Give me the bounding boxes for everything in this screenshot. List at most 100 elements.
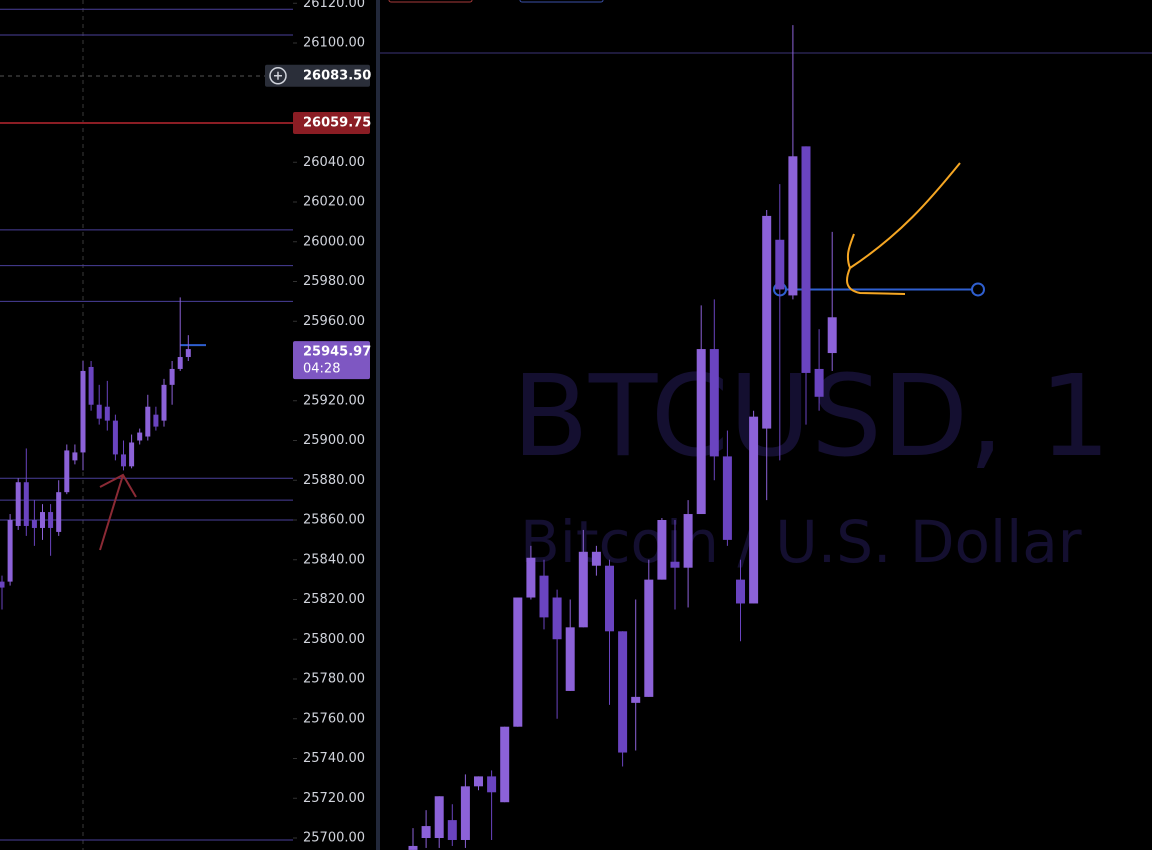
- candle-body: [487, 776, 497, 793]
- candle-body: [460, 786, 470, 840]
- candle-body: [775, 239, 785, 290]
- tick-label: 25860.00: [303, 513, 365, 528]
- candle-body: [447, 820, 457, 840]
- tick-label: 25960.00: [303, 314, 365, 329]
- candle-body: [96, 404, 102, 419]
- candle-body: [88, 366, 94, 405]
- tick-label: 25880.00: [303, 473, 365, 488]
- levels: [0, 8, 1152, 841]
- level-handle: [971, 282, 985, 297]
- tick-label: 25700.00: [303, 831, 365, 846]
- candle-body: [513, 597, 523, 727]
- tick-label: 26020.00: [303, 195, 365, 210]
- candle-body: [657, 520, 667, 580]
- candle-body: [722, 456, 732, 540]
- candle-body: [15, 482, 21, 526]
- candle-body: [644, 579, 654, 697]
- candle-body: [185, 349, 191, 358]
- drawn-scribble: [846, 162, 961, 295]
- candle-body: [696, 349, 706, 515]
- tick-label: 26120.00: [303, 0, 365, 11]
- toolbar-button[interactable]: [388, 0, 473, 3]
- price-tag-label: 25945.97: [303, 345, 371, 360]
- price-tags: 26083.50 26059.75 25945.97 04:28: [265, 64, 371, 380]
- candle-body: [500, 726, 510, 803]
- candle-body: [80, 370, 86, 453]
- drawn-arrow: [99, 473, 137, 551]
- candle-body: [145, 406, 151, 437]
- tick-label: 25820.00: [303, 592, 365, 607]
- tick-label: 25900.00: [303, 433, 365, 448]
- candle-body: [631, 696, 641, 703]
- tick-label: 26000.00: [303, 234, 365, 249]
- price-tag-label: 26083.50: [303, 68, 371, 83]
- countdown: 04:28: [303, 362, 340, 377]
- tick-label: 26040.00: [303, 155, 365, 170]
- tick-label: 26100.00: [303, 36, 365, 51]
- price-tag: [265, 64, 370, 87]
- price-tag: [293, 341, 370, 380]
- candle-body: [137, 432, 143, 441]
- candle-body: [23, 482, 29, 526]
- candle-body: [40, 512, 45, 528]
- candle-body: [177, 357, 183, 369]
- candle-body: [434, 796, 444, 838]
- candle-body: [48, 512, 54, 528]
- candle-body: [0, 581, 5, 588]
- tick-label: 25760.00: [303, 711, 365, 726]
- candle-body: [56, 492, 62, 532]
- candle-body: [104, 406, 110, 421]
- price-axis: [293, 0, 376, 850]
- tick-label: 25980.00: [303, 274, 365, 289]
- watermark-description: Bitcoin / U.S. Dollar: [520, 508, 1082, 576]
- candle-body: [683, 514, 693, 568]
- candle-body: [129, 442, 135, 467]
- candle-body: [408, 845, 418, 850]
- candle-body: [749, 416, 759, 604]
- add-alert-plus: [274, 71, 282, 80]
- candle-body: [762, 215, 772, 429]
- candle-body: [121, 454, 126, 467]
- candle-body: [169, 368, 175, 385]
- axis-labels: 26120.0026100.0026080.0026060.0026040.00…: [293, 0, 365, 846]
- candle-body: [709, 349, 719, 457]
- watermark-symbol: BTCUSD, 1: [512, 352, 1111, 482]
- price-tag: [293, 111, 370, 134]
- tick-label: 25800.00: [303, 632, 365, 647]
- candle-body: [31, 520, 37, 528]
- candle-body: [112, 420, 118, 455]
- candle-body: [578, 551, 588, 628]
- candle-body: [788, 156, 798, 296]
- candle-body: [72, 452, 78, 461]
- candle-body: [618, 631, 628, 753]
- candle-body: [801, 146, 811, 373]
- candle-body: [153, 414, 159, 427]
- candle-body: [474, 776, 483, 787]
- candle-body: [552, 597, 562, 640]
- price-tag-label: 26059.75: [303, 115, 371, 130]
- candle-body: [565, 627, 575, 691]
- candle-body: [814, 368, 824, 397]
- candle-body: [670, 561, 680, 568]
- candle-body: [539, 575, 549, 618]
- add-alert-icon[interactable]: [269, 67, 287, 85]
- tick-label: 25720.00: [303, 791, 365, 806]
- candle-body: [827, 317, 837, 354]
- candle-body: [526, 557, 536, 598]
- candle-body: [605, 565, 614, 632]
- tick-label: 25840.00: [303, 552, 365, 567]
- candle-body: [161, 384, 167, 421]
- candle-body: [64, 450, 70, 493]
- candle-body: [736, 579, 745, 604]
- pane-separator[interactable]: [376, 0, 380, 850]
- candle-body: [421, 826, 431, 838]
- toolbar-button[interactable]: [519, 0, 604, 3]
- candle-body: [591, 551, 601, 566]
- candles: [0, 25, 837, 850]
- candle-body: [7, 520, 13, 582]
- tick-label: 25920.00: [303, 393, 365, 408]
- tick-label: 25780.00: [303, 672, 365, 687]
